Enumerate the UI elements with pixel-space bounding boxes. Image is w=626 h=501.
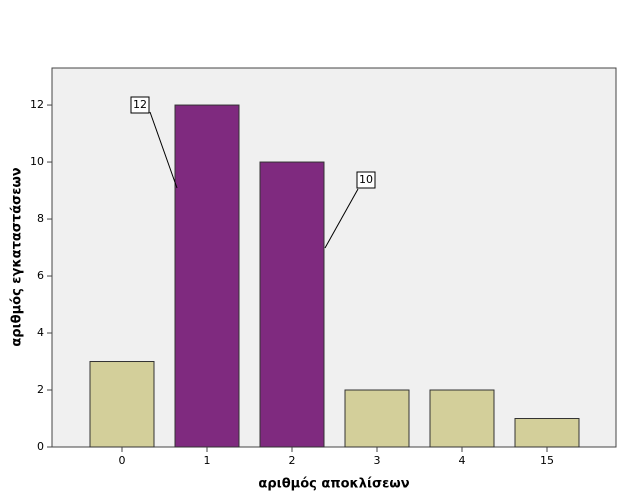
bar	[429, 389, 495, 448]
leader-line	[149, 111, 178, 189]
bar	[514, 418, 580, 448]
x-tick-label: 1	[204, 454, 211, 467]
y-tick-label: 6	[37, 269, 44, 282]
x-tick-label: 2	[289, 454, 296, 467]
y-tick-label: 12	[30, 98, 44, 111]
y-tick-label: 0	[37, 440, 44, 453]
label-box	[130, 96, 150, 114]
data-label: 10	[359, 173, 373, 186]
x-tick-label: 15	[540, 454, 554, 467]
x-axis-title: αριθμός αποκλίσεων	[258, 477, 409, 492]
bar	[89, 361, 155, 448]
bar	[174, 104, 240, 448]
y-tick-label: 2	[37, 383, 44, 396]
data-label: 12	[133, 98, 147, 111]
x-tick-label: 3	[374, 454, 381, 467]
annotations: 12 10	[130, 96, 376, 249]
bar	[259, 161, 325, 448]
leader-line	[324, 188, 359, 249]
y-tick-label: 4	[37, 326, 44, 339]
bar	[344, 389, 410, 448]
label-box	[356, 171, 376, 189]
y-tick-label: 8	[37, 212, 44, 225]
y-tick-label: 10	[30, 155, 44, 168]
x-tick-label: 0	[119, 454, 126, 467]
y-axis-title: αριθμός εγκαταστάσεων	[10, 167, 25, 346]
x-tick-label: 4	[459, 454, 466, 467]
